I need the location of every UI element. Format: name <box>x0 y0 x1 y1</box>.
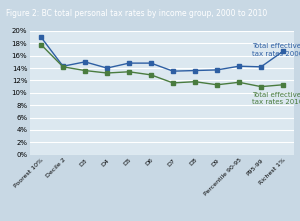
Text: Total effective
tax rates 2010: Total effective tax rates 2010 <box>252 91 300 105</box>
Text: Total effective
tax rates 2000: Total effective tax rates 2000 <box>252 44 300 57</box>
Text: Figure 2: BC total personal tax rates by income group, 2000 to 2010: Figure 2: BC total personal tax rates by… <box>6 10 267 19</box>
